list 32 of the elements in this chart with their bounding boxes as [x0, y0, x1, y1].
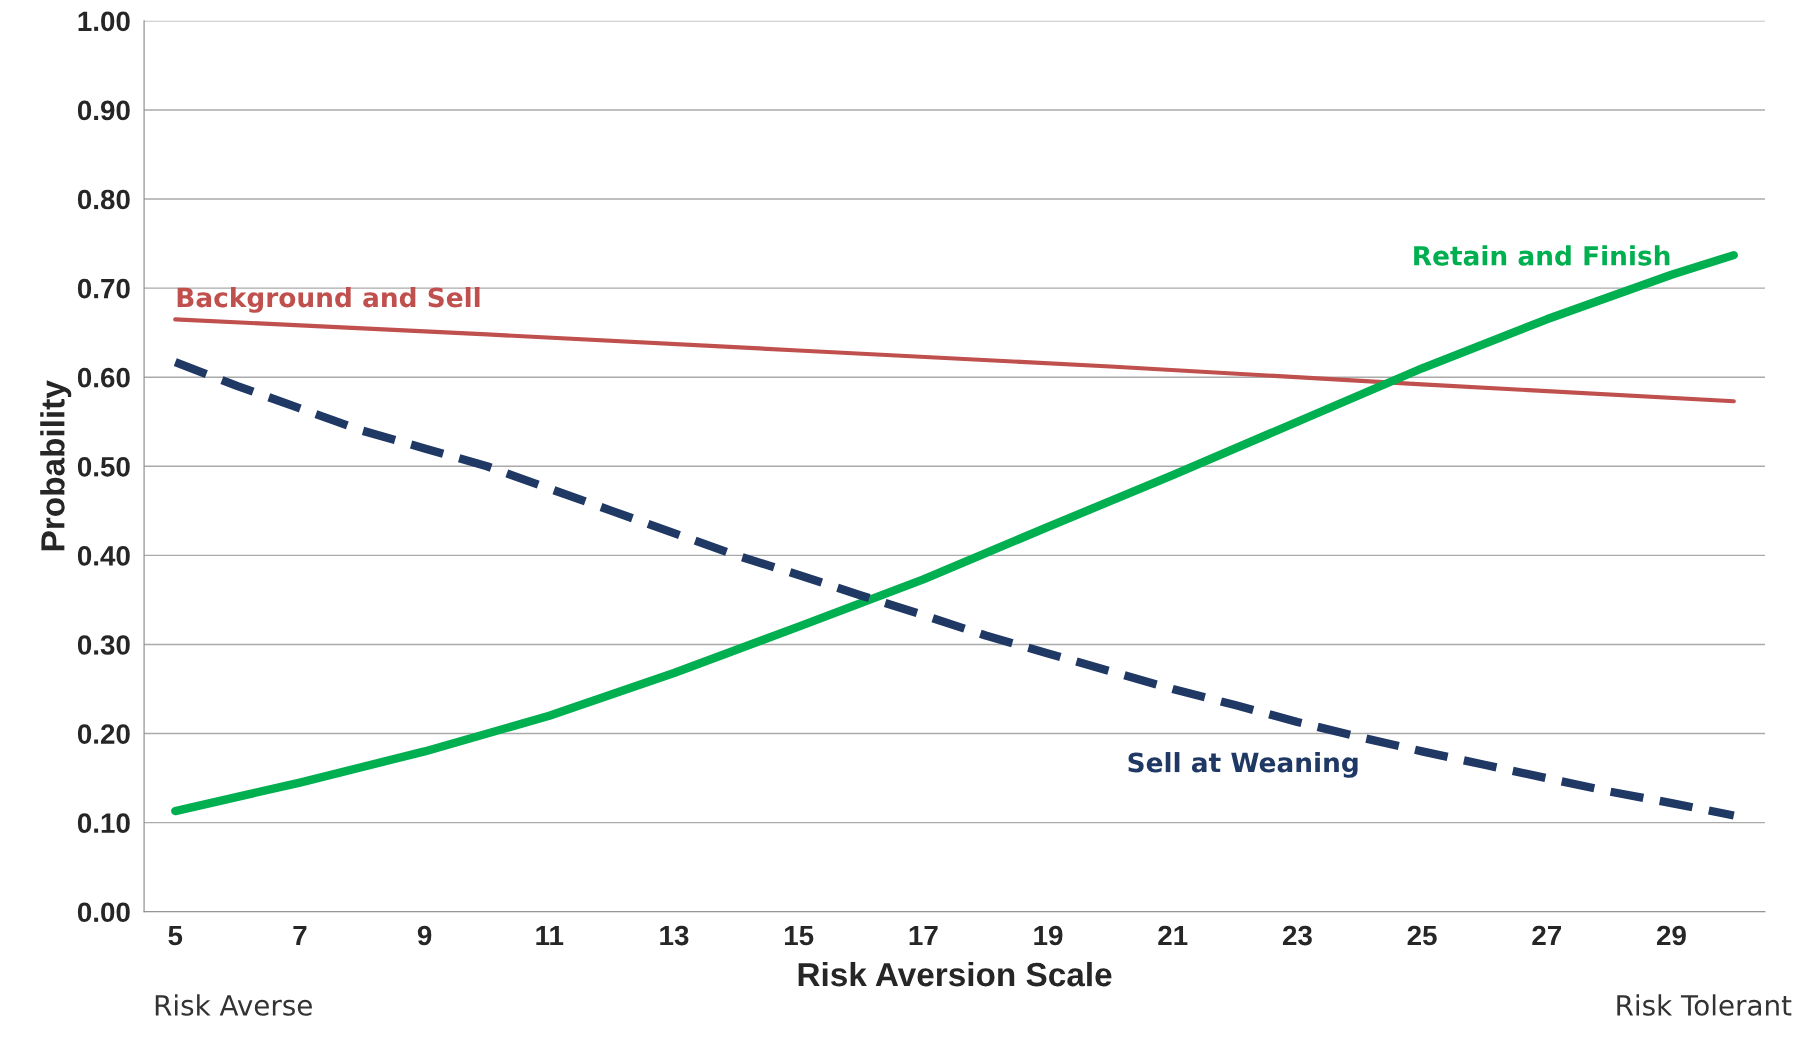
x-tick-label: 25	[1407, 925, 1437, 946]
y-tick-label: 0.60	[77, 367, 130, 388]
series-label: Retain and Finish	[1414, 245, 1670, 266]
y-tick-label: 0.20	[77, 724, 130, 744]
x-tick-label: 11	[536, 925, 564, 946]
x-tick-label: 7	[293, 925, 307, 946]
text: Risk Averse	[155, 994, 312, 1016]
y-tick-label: 0.10	[77, 813, 130, 833]
y-tick-label: 0.80	[77, 189, 130, 210]
y-tick-label: 0.90	[77, 100, 130, 121]
x-tick-label: 5	[168, 925, 183, 946]
series-label: Background and Sell	[177, 286, 480, 313]
series-label: Sell at Weaning	[1128, 752, 1358, 778]
text: Risk Tolerant	[1617, 994, 1792, 1016]
y-tick-label: 0.70	[77, 278, 130, 299]
y-tick-label: 1.00	[78, 11, 130, 32]
x-tick-label: 15	[784, 925, 814, 946]
y-tick-label: 0.40	[77, 546, 130, 566]
x-tick-label: 21	[1158, 925, 1188, 946]
x-tick-label: 27	[1532, 925, 1562, 946]
y-tick-label: 0.30	[77, 635, 130, 655]
x-tick-label: 23	[1282, 925, 1312, 946]
x-tick-label: 19	[1034, 925, 1063, 946]
x-tick-label: 13	[660, 925, 689, 946]
x-tick-label: 17	[909, 925, 938, 946]
y-tick-label: 0.00	[77, 902, 130, 923]
x-axis-title: Risk Aversion Scale	[798, 961, 1112, 987]
x-tick-label: 29	[1656, 925, 1686, 946]
line-series	[173, 317, 1736, 404]
y-axis-title: Probability	[40, 380, 72, 551]
x-tick-label: 9	[417, 925, 432, 946]
y-tick-label: 0.50	[77, 456, 130, 477]
